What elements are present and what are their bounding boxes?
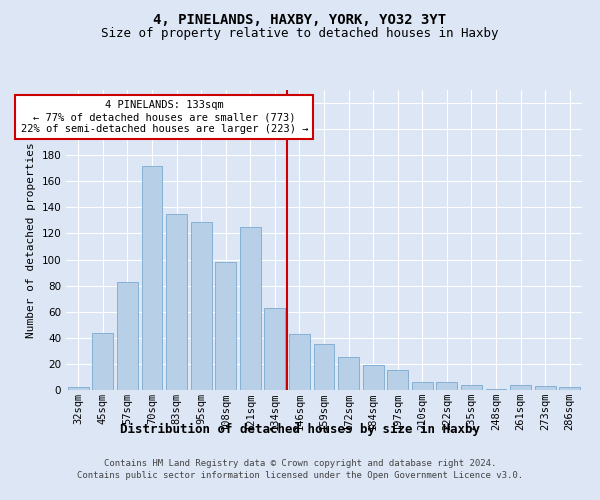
Bar [92,332,113,390]
Text: Distribution of detached houses by size in Haxby: Distribution of detached houses by size … [120,422,480,436]
Bar [338,358,359,390]
Bar [289,334,310,390]
Bar [461,385,482,390]
Bar [510,385,531,390]
Bar [265,308,286,390]
Bar [362,365,383,390]
Text: 4 PINELANDS: 133sqm
← 77% of detached houses are smaller (773)
22% of semi-detac: 4 PINELANDS: 133sqm ← 77% of detached ho… [20,100,308,134]
Bar [559,388,580,390]
Bar [191,222,212,390]
Bar [142,166,163,390]
Bar [314,344,334,390]
Bar [166,214,187,390]
Bar [412,382,433,390]
Bar [68,388,89,390]
Bar [535,386,556,390]
Bar [485,388,506,390]
Bar [117,282,138,390]
Y-axis label: Number of detached properties: Number of detached properties [26,142,36,338]
Bar [387,370,408,390]
Bar [436,382,457,390]
Text: Size of property relative to detached houses in Haxby: Size of property relative to detached ho… [101,28,499,40]
Text: 4, PINELANDS, HAXBY, YORK, YO32 3YT: 4, PINELANDS, HAXBY, YORK, YO32 3YT [154,12,446,26]
Bar [240,227,261,390]
Bar [215,262,236,390]
Text: Contains HM Land Registry data © Crown copyright and database right 2024.
Contai: Contains HM Land Registry data © Crown c… [77,458,523,480]
